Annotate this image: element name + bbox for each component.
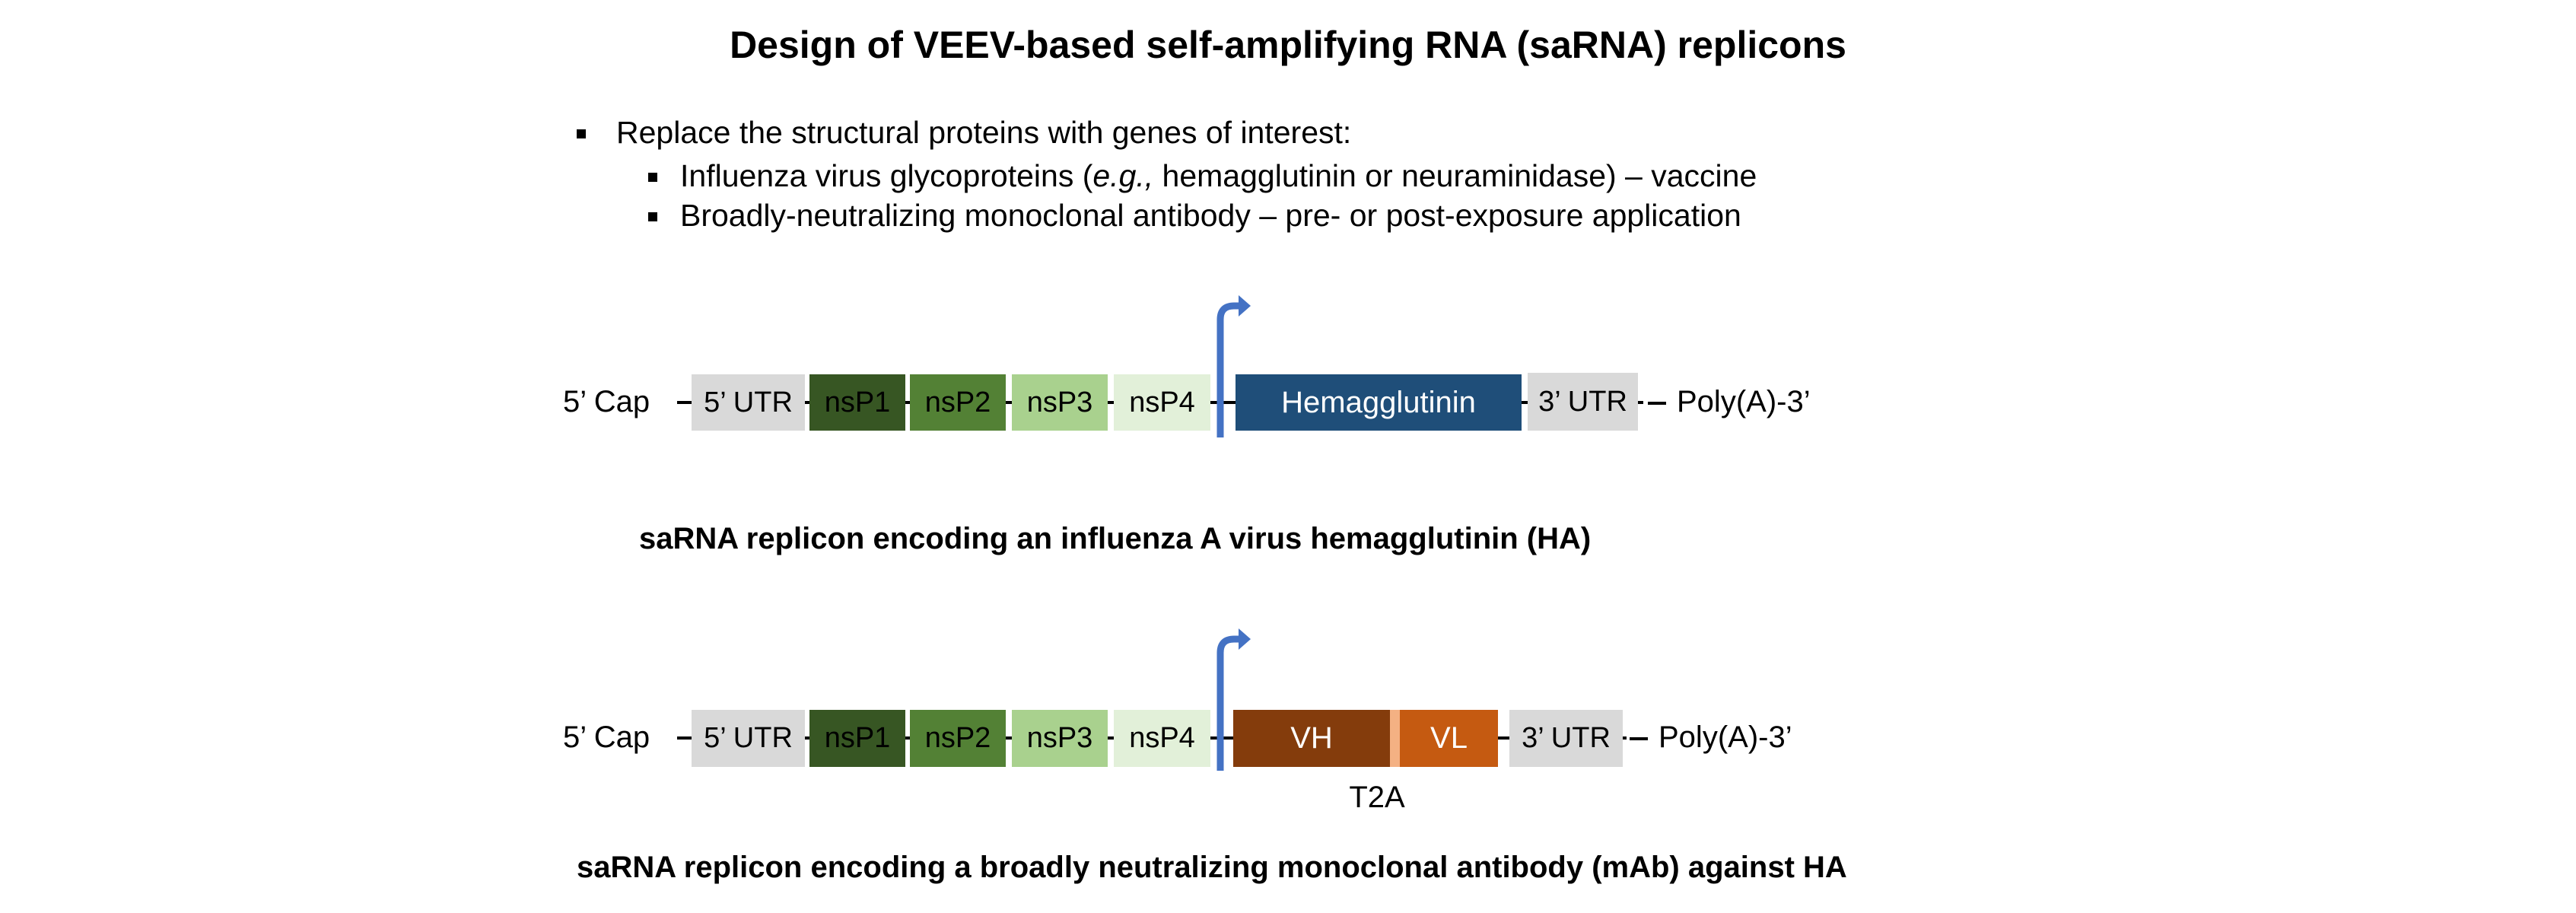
nsp2-box: nsP2 — [910, 374, 1006, 431]
utr3-box: 3’ UTR — [1528, 373, 1638, 431]
bullet-main: Replace the structural proteins with gen… — [577, 113, 1352, 152]
utr5-box: 5’ UTR — [692, 710, 805, 767]
bullet-text: Broadly-neutralizing monoclonal antibody… — [680, 198, 1741, 233]
bullet-marker — [648, 212, 657, 221]
bullet-text: Influenza virus glycoproteins ( — [680, 158, 1093, 193]
nsp4-box: nsP4 — [1114, 710, 1210, 767]
caption-mab: saRNA replicon encoding a broadly neutra… — [577, 851, 1847, 884]
bullet-marker — [648, 173, 657, 182]
utr3-box: 3’ UTR — [1509, 710, 1623, 767]
subgenomic-promoter-arrow-icon — [1216, 295, 1251, 437]
nsp1-box: nsP1 — [809, 374, 905, 431]
polya-text: Poly(A)-3’ — [1658, 721, 1792, 754]
nsp2-box: nsP2 — [910, 710, 1006, 767]
caption-ha: saRNA replicon encoding an influenza A v… — [639, 522, 1592, 555]
nsp4-box: nsP4 — [1114, 374, 1210, 431]
slide-title: Design of VEEV-based self-amplifying RNA… — [730, 24, 1846, 66]
vl-box: VL — [1400, 710, 1498, 767]
nsp3-box: nsP3 — [1012, 374, 1108, 431]
bullet-text: hemagglutinin or neuraminidase) – vaccin… — [1153, 158, 1757, 193]
polya-label: Poly(A)-3’ — [1643, 387, 1811, 417]
t2a-box — [1390, 710, 1400, 767]
polya-text: Poly(A)-3’ — [1677, 385, 1811, 418]
bullet-text: Replace the structural proteins with gen… — [616, 115, 1352, 150]
subgenomic-promoter-arrow-icon — [1216, 628, 1251, 771]
bullet-sub-1: Influenza virus glycoproteins (e.g., hem… — [648, 156, 1757, 196]
bullet-marker — [577, 129, 586, 138]
cap-label: 5’ Cap — [563, 722, 654, 752]
vh-box: VH — [1233, 710, 1390, 767]
nsp3-box: nsP3 — [1012, 710, 1108, 767]
polya-label: Poly(A)-3’ — [1627, 722, 1792, 752]
bullet-text-italic: e.g., — [1092, 158, 1154, 193]
t2a-label: T2A — [1349, 781, 1405, 814]
cap-label: 5’ Cap — [563, 387, 654, 417]
utr5-box: 5’ UTR — [692, 374, 805, 431]
nsp1-box: nsP1 — [809, 710, 905, 767]
hemagglutinin-box: Hemagglutinin — [1236, 374, 1522, 431]
bullet-sub-2: Broadly-neutralizing monoclonal antibody… — [648, 196, 1741, 235]
